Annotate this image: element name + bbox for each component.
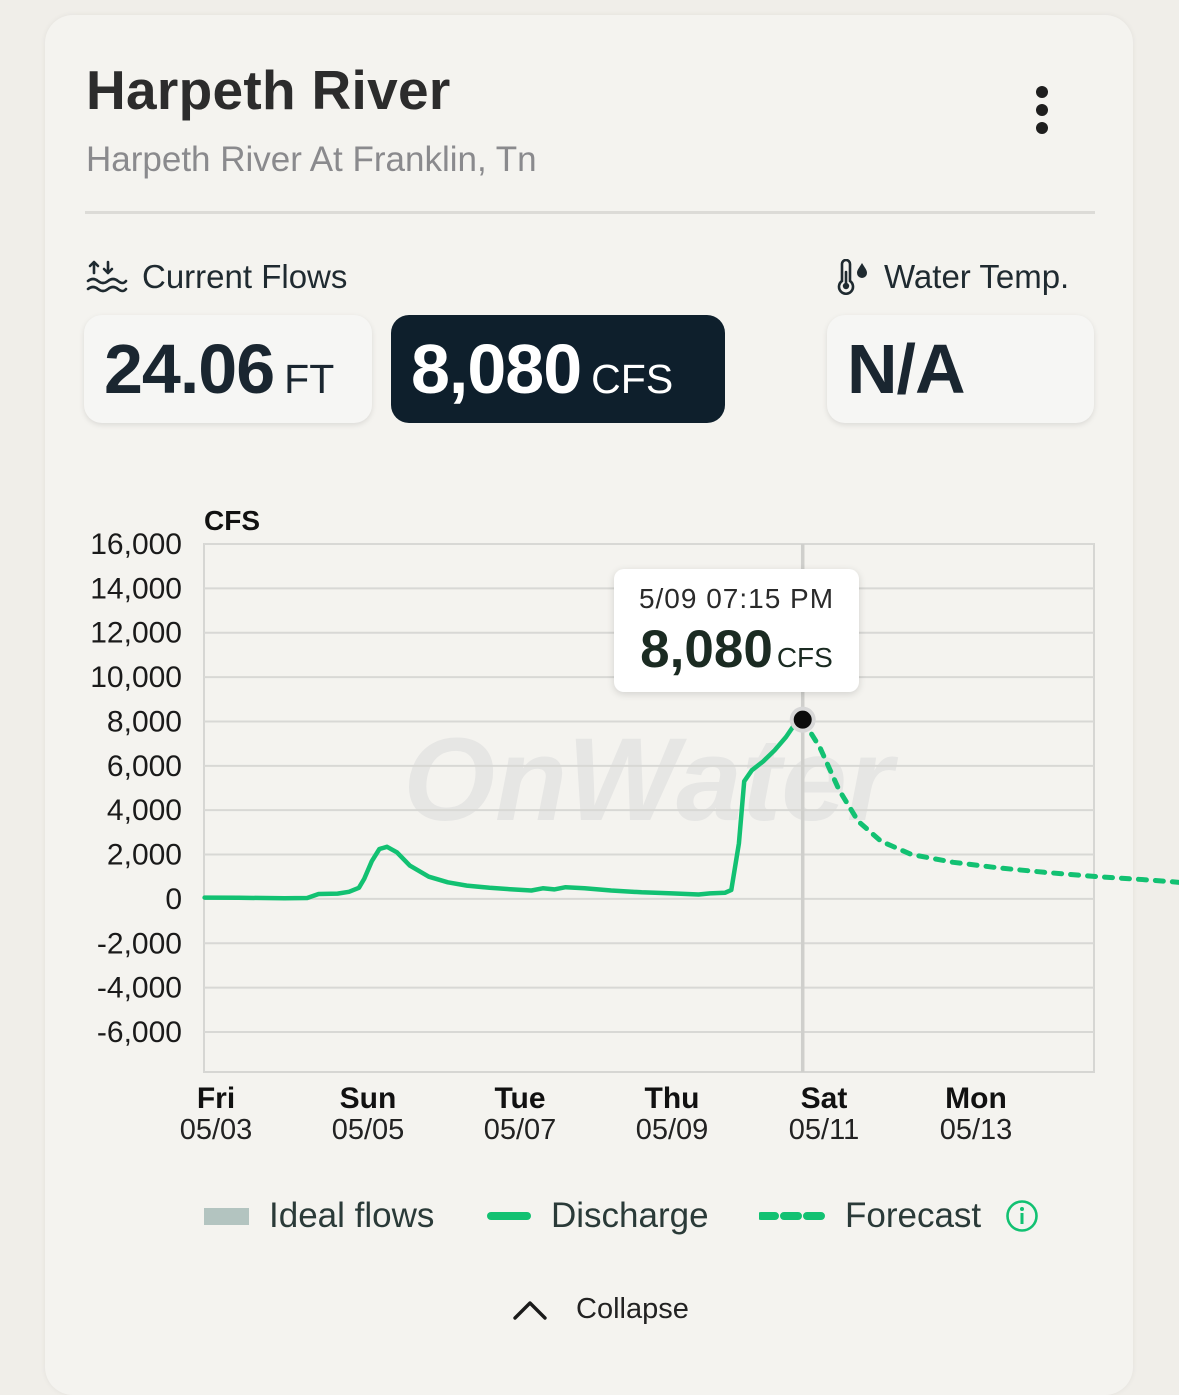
x-tick-day: Thu [645,1082,700,1115]
x-tick-date: 05/13 [940,1114,1013,1146]
water-level-icon [86,260,128,293]
water-temp-value: N/A [847,330,966,408]
legend-forecast-label: Forecast [845,1196,982,1235]
legend-discharge: Discharge [487,1196,709,1236]
y-tick-label: 2,000 [107,839,182,872]
y-tick-label: 6,000 [107,750,182,783]
y-tick-label: 16,000 [90,528,182,561]
forecast-line [800,717,1179,885]
x-tick-day: Fri [197,1082,235,1115]
water-temp-tile[interactable]: N/A [827,315,1094,423]
y-tick-label: 8,000 [107,705,182,738]
x-tick-date: 05/03 [180,1114,253,1146]
collapse-label: Collapse [576,1293,689,1325]
thermometer-drop-icon [837,259,867,295]
x-tick-date: 05/07 [484,1114,557,1146]
collapse-button[interactable]: Collapse [512,1293,689,1326]
stage-value: 24.06 [104,330,275,408]
y-tick-label: -6,000 [97,1016,182,1049]
watermark-logo: OnWater [403,714,899,846]
info-icon[interactable] [1005,1199,1039,1233]
legend-discharge-label: Discharge [551,1196,709,1235]
river-card [45,15,1133,1395]
chevron-up-icon [513,1300,547,1320]
current-flows-label: Current Flows [142,258,348,295]
discharge-unit: CFS [591,356,674,402]
x-tick-day: Mon [945,1082,1007,1115]
chart-tooltip: 5/09 07:15 PM 8,080 CFS [614,569,859,692]
y-tick-label: 0 [165,883,182,916]
y-tick-label: 4,000 [107,794,182,827]
water-temp-heading: Water Temp. [834,258,1069,296]
discharge-swatch [487,1212,531,1220]
forecast-swatch [759,1212,825,1220]
tooltip-value: 8,080 [640,620,773,679]
header-divider [85,211,1095,214]
y-tick-label: 14,000 [90,572,182,605]
gauge-subtitle: Harpeth River At Franklin, Tn [86,140,537,179]
discharge-value: 8,080 [411,330,582,408]
x-tick-date: 05/05 [332,1114,405,1146]
ideal-flows-swatch [204,1207,249,1225]
legend-ideal-flows: Ideal flows [204,1196,434,1236]
y-tick-label: 10,000 [90,661,182,694]
discharge-tile[interactable]: 8,080 CFS [391,315,725,423]
x-tick-day: Sun [340,1082,397,1115]
tooltip-value-row: 8,080 CFS [614,619,859,680]
legend-ideal-label: Ideal flows [269,1196,435,1235]
y-tick-label: 12,000 [90,617,182,650]
y-axis-label: CFS [204,505,260,536]
river-title: Harpeth River [86,59,451,121]
x-tick-day: Tue [494,1082,545,1115]
highlight-point [789,706,816,733]
y-tick-label: -2,000 [97,927,182,960]
more-options-icon[interactable] [1022,82,1062,138]
x-tick-day: Sat [801,1082,848,1115]
water-temp-label: Water Temp. [884,258,1070,295]
x-tick-date: 05/09 [636,1114,709,1146]
y-tick-label: -4,000 [97,972,182,1005]
tooltip-datetime: 5/09 07:15 PM [638,583,835,614]
stage-height-tile[interactable]: 24.06 FT [84,315,372,423]
tooltip-unit: CFS [776,642,833,673]
legend-forecast: Forecast [759,1196,1039,1236]
discharge-line [202,717,805,901]
x-tick-date: 05/11 [789,1114,859,1146]
current-flows-heading: Current Flows [86,258,347,296]
stage-unit: FT [284,356,335,402]
